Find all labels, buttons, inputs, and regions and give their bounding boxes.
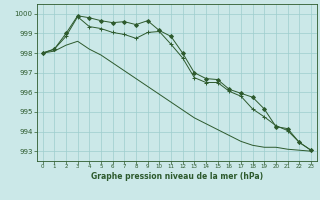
X-axis label: Graphe pression niveau de la mer (hPa): Graphe pression niveau de la mer (hPa) (91, 172, 263, 181)
